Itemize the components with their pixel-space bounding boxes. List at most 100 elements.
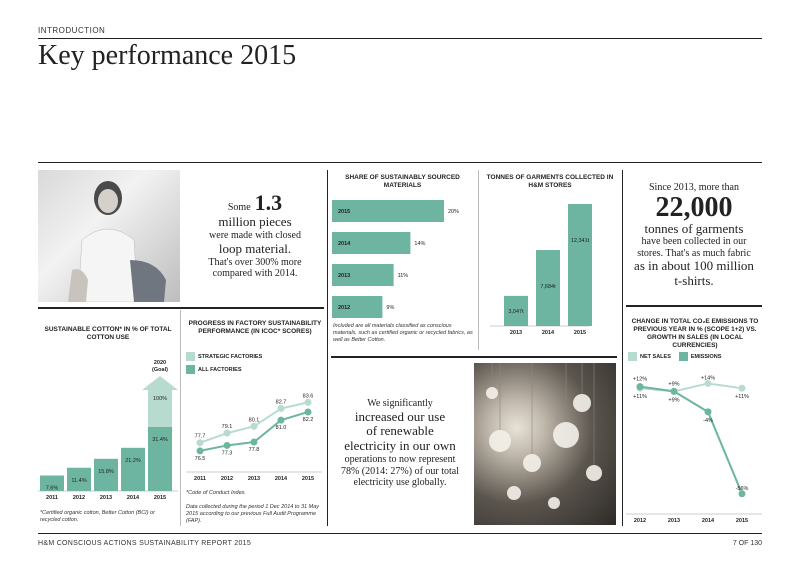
materials-year-label: 2014	[338, 241, 351, 247]
legend-emissions-label: EMISSIONS	[690, 353, 722, 360]
co2-legend: NET SALES EMISSIONS	[628, 352, 721, 361]
co2-value-label: +11%	[633, 394, 647, 400]
garments-stat: Since 2013, more than 22,000 tonnes of g…	[626, 182, 762, 289]
closed-loop-line2: were made with closed	[209, 230, 301, 242]
garments-collected-title: TONNES OF GARMENTS COLLECTED IN H&M STOR…	[486, 174, 614, 190]
legend-swatch	[678, 352, 688, 361]
lower-rule	[38, 307, 324, 309]
cotton-year-label: 2014	[127, 495, 140, 501]
factory-year-label: 2014	[275, 476, 288, 482]
cotton-goal-value: 100%	[153, 396, 167, 402]
factory-value-label: 81.0	[276, 425, 287, 431]
co2-point	[704, 379, 712, 387]
garments-value-label: 12,341t	[571, 238, 590, 244]
section-divider	[38, 162, 762, 163]
co2-point	[670, 387, 678, 395]
co2-year-label: 2015	[736, 518, 748, 524]
garments-bar	[504, 295, 528, 326]
legend-strategic: STRATEGIC FACTORIES	[186, 352, 262, 361]
co2-chart: +11% +9% +14% +11% +12% +9% -4% -56% 2012 2013 201…	[626, 375, 762, 524]
materials-bar	[332, 296, 383, 318]
factory-point	[277, 405, 285, 413]
materials-bar	[332, 264, 394, 286]
electricity-stat: We significantly increased our use of re…	[334, 398, 466, 489]
factory-year-label: 2012	[221, 476, 233, 482]
footer-rule	[38, 533, 762, 534]
legend-all-label: ALL FACTORIES	[198, 366, 242, 373]
lamps-photo	[474, 363, 616, 525]
cotton-value-label: 11.4%	[71, 478, 86, 484]
cotton-year-label: 2011	[46, 495, 58, 501]
factory-value-label: 82.7	[276, 400, 287, 406]
co2-value-label: +14%	[701, 375, 715, 381]
footer-report-title: H&M CONSCIOUS ACTIONS SUSTAINABILITY REP…	[38, 540, 252, 547]
closed-loop-line4: That's over 300% more	[208, 256, 302, 268]
cotton-value-label: 31.4%	[152, 437, 168, 443]
factory-point	[250, 438, 258, 446]
legend-net-sales: NET SALES	[628, 352, 671, 361]
column-rule	[327, 170, 328, 526]
closed-loop-line1: million pieces	[218, 214, 292, 230]
co2-series-line	[639, 382, 743, 393]
materials-year-label: 2015	[338, 209, 350, 215]
factory-note-1: *Code of Conduct Index.	[186, 490, 246, 496]
factory-value-label: 77.8	[249, 447, 260, 453]
cotton-value-label: 7.6%	[46, 486, 59, 492]
garments-line2: tonnes of garments	[644, 220, 744, 236]
cotton-value-label: 21.2%	[125, 458, 141, 464]
garments-collected-chart: 3,047t 2013 7,684t 2014 12,341t 2015	[490, 204, 592, 336]
materials-bar	[332, 232, 411, 254]
factory-value-label: 76.5	[195, 456, 206, 462]
factory-value-label: 83.6	[303, 393, 314, 399]
factory-year-label: 2011	[194, 476, 206, 482]
factory-point	[277, 416, 285, 424]
factory-point	[304, 408, 312, 416]
garments-line6: t-shirts.	[674, 273, 714, 289]
materials-year-label: 2013	[338, 273, 350, 279]
factory-point	[196, 447, 204, 455]
section-label: INTRODUCTION	[38, 26, 106, 35]
electricity-line5: operations to now represent	[344, 454, 456, 466]
co2-point	[738, 384, 746, 392]
factory-legend: STRATEGIC FACTORIES ALL FACTORIES	[186, 352, 262, 374]
cotton-title: SUSTAINABLE COTTON* IN % OF TOTAL COTTON…	[44, 326, 172, 342]
column-rule	[622, 170, 623, 526]
garments-line3: have been collected in our	[641, 236, 747, 248]
lower-rule	[331, 356, 617, 358]
cotton-goal-label: (Goal)	[152, 367, 168, 373]
legend-all: ALL FACTORIES	[186, 365, 262, 374]
garments-year-label: 2013	[510, 330, 522, 336]
garments-bar	[568, 204, 592, 326]
closed-loop-line5: compared with 2014.	[212, 268, 298, 280]
co2-value-label: +9%	[668, 397, 679, 403]
factory-value-label: 80.1	[249, 417, 260, 423]
cotton-bar	[40, 475, 64, 491]
column-rule	[478, 170, 479, 350]
co2-value-label: -4%	[703, 418, 713, 424]
garments-line1: Since 2013, more than	[649, 182, 739, 193]
electricity-line6: 78% (2014: 27%) of our total	[340, 465, 460, 477]
electricity-line4: electricity in our own	[344, 438, 456, 454]
cotton-value-label: 15.8%	[98, 469, 114, 475]
cotton-year-label: 2012	[73, 495, 85, 501]
co2-value-label: +11%	[735, 394, 749, 400]
materials-value-label: 14%	[414, 241, 425, 247]
garments-line5: as in about 100 million	[634, 258, 754, 274]
co2-value-label: +9%	[668, 381, 679, 387]
co2-series-line	[639, 385, 743, 495]
electricity-line1: We significantly	[367, 398, 433, 409]
page-title: Key performance 2015	[38, 40, 297, 71]
legend-swatch	[186, 352, 195, 361]
closed-loop-line3: loop material.	[218, 240, 292, 256]
garments-bar	[536, 250, 560, 326]
co2-year-label: 2012	[634, 518, 646, 524]
page-number: 7 OF 130	[732, 540, 762, 547]
factory-note-2: Data collected during the period 1 Dec 2…	[186, 504, 319, 525]
factory-point	[196, 439, 204, 447]
garments-year-label: 2015	[574, 330, 586, 336]
sourced-materials-chart: 2015 20% 2014 14% 2013 11% 2012 9%	[332, 200, 459, 318]
materials-value-label: 9%	[386, 305, 394, 311]
cotton-bar	[121, 447, 145, 491]
factory-year-label: 2015	[302, 476, 314, 482]
materials-bar	[332, 200, 444, 222]
